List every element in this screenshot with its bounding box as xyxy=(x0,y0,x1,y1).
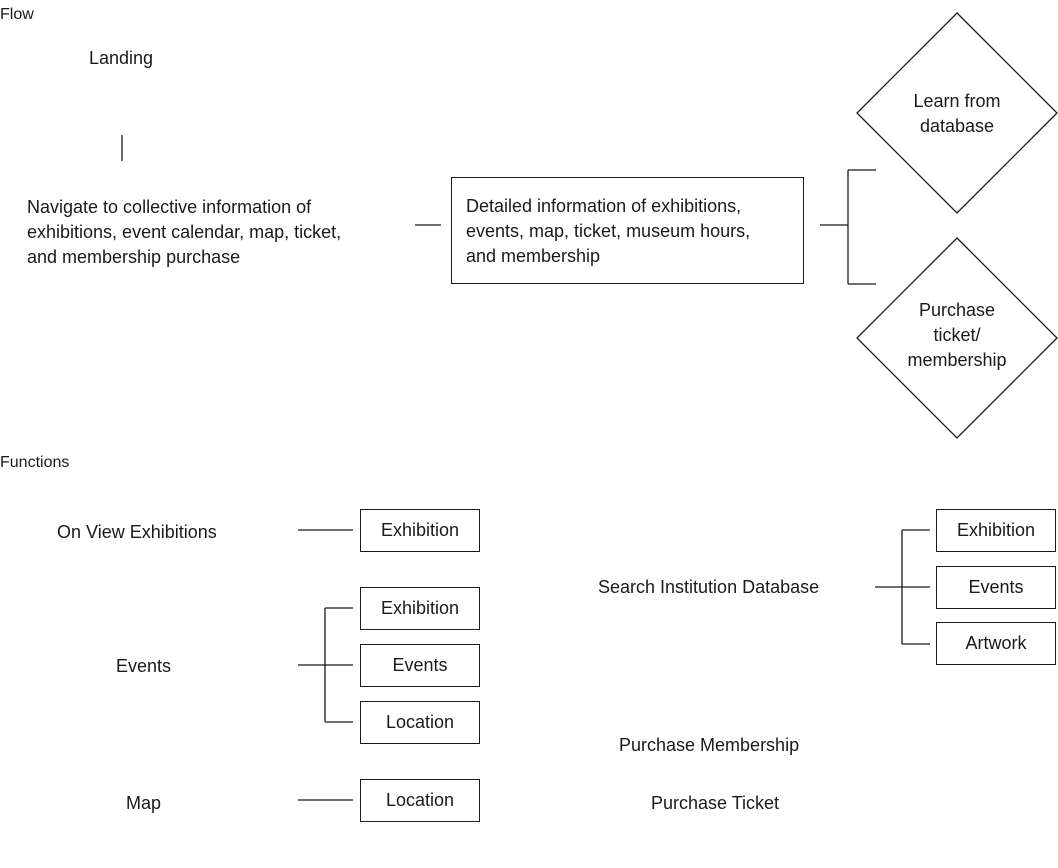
search-label: Search Institution Database xyxy=(598,577,820,597)
functions-section-title: Functions xyxy=(0,454,70,471)
events-label: Events xyxy=(116,656,172,676)
on-view-label: On View Exhibitions xyxy=(57,522,217,542)
purchase-diamond xyxy=(856,237,1058,439)
flow-section-title: Flow xyxy=(0,6,34,23)
learn-line: database xyxy=(919,116,995,136)
navigate-text: Navigate to collective information of ex… xyxy=(27,195,341,270)
purchase-line: Purchase xyxy=(918,300,996,320)
navigate-line: and membership purchase xyxy=(27,247,241,267)
landing-label: Landing xyxy=(89,48,154,68)
purchase-diamond-text: Purchase ticket/ membership xyxy=(857,298,1057,373)
detail-line: and membership xyxy=(466,246,601,266)
purchase-line: membership xyxy=(907,350,1007,370)
on-view-exhibition-box: Exhibition xyxy=(360,509,480,552)
map-label: Map xyxy=(126,793,162,813)
events-location-box: Location xyxy=(360,701,480,744)
detail-line: events, map, ticket, museum hours, xyxy=(466,221,751,241)
map-location-box: Location xyxy=(360,779,480,822)
detail-info-box: Detailed information of exhibitions, eve… xyxy=(451,177,804,284)
events-exhibition-box: Exhibition xyxy=(360,587,480,630)
search-exhibition-box: Exhibition xyxy=(936,509,1056,552)
search-events-box: Events xyxy=(936,566,1056,609)
purchase-membership-label: Purchase Membership xyxy=(619,735,800,755)
navigate-line: Navigate to collective information of xyxy=(27,197,312,217)
learn-diamond xyxy=(856,12,1058,214)
purchase-ticket-label: Purchase Ticket xyxy=(651,793,780,813)
purchase-line: ticket/ xyxy=(933,325,981,345)
search-artwork-box: Artwork xyxy=(936,622,1056,665)
learn-diamond-text: Learn from database xyxy=(857,89,1057,139)
events-events-box: Events xyxy=(360,644,480,687)
learn-line: Learn from xyxy=(913,91,1001,111)
navigate-line: exhibitions, event calendar, map, ticket… xyxy=(27,222,342,242)
detail-line: Detailed information of exhibitions, xyxy=(466,196,742,216)
